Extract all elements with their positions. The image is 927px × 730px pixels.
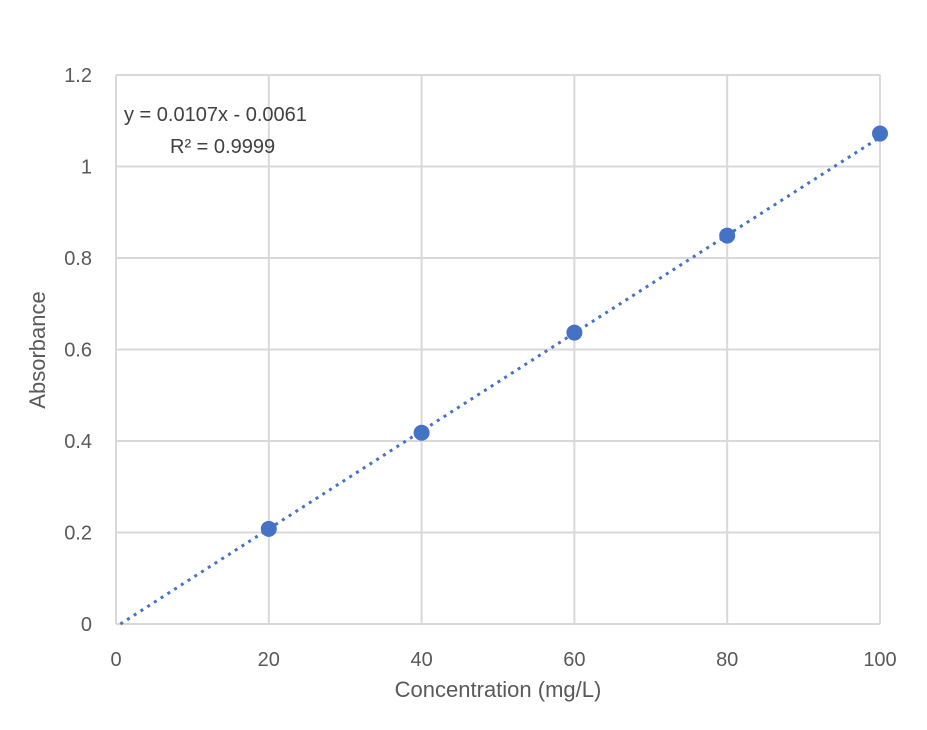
y-tick-label: 0.8	[64, 248, 92, 270]
y-axis-title: Absorbance	[25, 291, 50, 408]
y-tick-label: 0	[81, 614, 92, 636]
x-tick-label: 100	[863, 649, 896, 671]
trendline-r-squared: R² = 0.9999	[170, 136, 275, 158]
data-point	[413, 424, 430, 441]
y-tick-label: 1.2	[64, 65, 92, 87]
trendline	[119, 136, 881, 626]
y-tick-label: 0.6	[64, 340, 92, 362]
data-point	[260, 520, 277, 537]
y-tick-label: 1	[81, 157, 92, 179]
x-tick-label: 20	[258, 649, 280, 671]
y-tick-label: 0.4	[64, 431, 92, 453]
data-point	[566, 324, 583, 341]
data-points	[260, 125, 888, 537]
data-point	[872, 125, 888, 142]
x-tick-label: 80	[716, 649, 738, 671]
data-point	[719, 227, 736, 244]
trendline-equation: y = 0.0107x - 0.0061	[124, 104, 307, 126]
x-tick-label: 40	[410, 649, 432, 671]
y-axis-ticks: 0 0.2 0.4 0.6 0.8 1 1.2	[64, 65, 92, 636]
y-tick-label: 0.2	[64, 523, 92, 545]
trendline-path	[119, 136, 881, 626]
x-axis-ticks: 0 20 40 60 80 100	[110, 649, 896, 671]
x-tick-label: 60	[563, 649, 585, 671]
x-axis-title: Concentration (mg/L)	[395, 677, 602, 702]
grid	[115, 74, 881, 625]
x-tick-label: 0	[110, 649, 121, 671]
